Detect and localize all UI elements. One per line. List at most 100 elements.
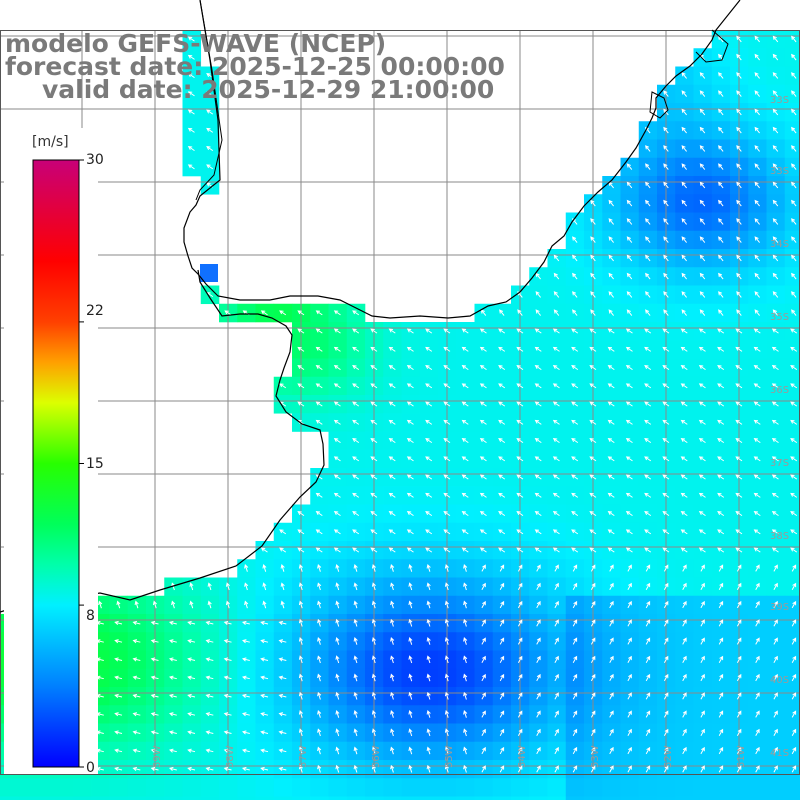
wind-arrow — [627, 600, 632, 609]
wind-arrow — [370, 401, 378, 407]
wind-arrow — [607, 492, 615, 498]
wind-arrow — [517, 710, 523, 718]
wind-arrow — [717, 547, 725, 553]
wind-speed-cell — [492, 778, 512, 797]
wind-arrow — [625, 474, 633, 480]
wind-arrow — [352, 492, 360, 498]
wind-arrow — [572, 655, 578, 663]
wind-arrow — [736, 728, 742, 736]
wind-arrow — [699, 145, 706, 152]
wind-arrow — [390, 673, 395, 682]
wind-arrow — [609, 582, 614, 590]
wind-arrow — [297, 328, 305, 334]
wind-arrow — [682, 673, 687, 682]
wind-arrow — [772, 291, 779, 298]
wind-arrow — [645, 181, 651, 189]
wind-arrow — [150, 748, 159, 753]
wind-arrow — [353, 746, 358, 755]
wind-arrow — [461, 401, 469, 407]
wind-arrow — [388, 437, 396, 444]
wind-arrow — [168, 657, 177, 662]
wind-arrow — [736, 600, 742, 609]
wind-arrow — [754, 236, 760, 243]
wind-arrow — [609, 673, 614, 682]
wind-arrow — [335, 636, 340, 645]
wind-speed-cell — [255, 778, 275, 797]
wind-speed-cell — [584, 778, 603, 797]
wind-arrow — [352, 510, 360, 517]
land-strip — [0, 0, 800, 30]
wind-arrow — [352, 310, 360, 316]
wind-arrow — [753, 346, 761, 352]
wind-arrow — [536, 765, 541, 773]
wind-arrow — [735, 492, 743, 498]
wind-arrow — [481, 746, 486, 755]
wind-speed-cell — [657, 778, 676, 797]
wind-arrow — [461, 419, 469, 425]
wind-arrow — [772, 90, 779, 97]
wind-speed-cell — [73, 778, 92, 797]
wind-arrow — [554, 728, 559, 736]
wind-arrow — [279, 547, 287, 553]
wind-arrow — [479, 401, 487, 407]
wind-arrow — [443, 328, 451, 334]
wind-arrow — [772, 218, 779, 225]
wind-arrow — [516, 456, 524, 462]
wind-arrow — [572, 728, 578, 736]
wind-arrow — [225, 600, 230, 609]
wind-arrow — [463, 673, 468, 682]
wind-arrow — [735, 456, 743, 462]
wind-arrow — [754, 218, 760, 225]
wind-arrow — [791, 564, 797, 572]
wind-arrow — [572, 746, 578, 755]
wind-arrow — [426, 655, 431, 664]
wind-speed-field — [0, 30, 800, 804]
wind-speed-cell — [784, 650, 800, 670]
wind-arrow — [534, 474, 542, 480]
wind-speed-cell — [200, 796, 220, 804]
wind-arrow — [662, 383, 670, 389]
wind-arrow — [753, 328, 761, 334]
wind-arrow — [681, 72, 687, 79]
wind-arrow — [718, 199, 724, 207]
wind-arrow — [388, 346, 396, 352]
wind-arrow — [187, 145, 195, 152]
wind-arrow — [444, 636, 449, 645]
wind-arrow — [278, 675, 287, 680]
wind-arrow — [187, 127, 195, 133]
wind-arrow — [644, 547, 652, 553]
wind-arrow — [571, 419, 579, 425]
wind-arrow — [481, 692, 486, 700]
wind-arrow — [717, 529, 725, 535]
wind-arrow — [278, 730, 287, 735]
wind-arrow — [479, 474, 487, 480]
wind-arrow — [663, 728, 669, 736]
wind-arrow — [352, 364, 360, 371]
wind-speed-cell — [255, 796, 275, 804]
wind-arrow — [572, 637, 578, 645]
wind-arrow — [590, 582, 596, 590]
wind-arrow — [754, 254, 760, 262]
wind-arrow — [736, 564, 742, 572]
wind-arrow — [736, 126, 742, 134]
wind-speed-cell — [54, 778, 74, 797]
wind-speed-cell — [511, 796, 530, 804]
wind-speed-cell — [346, 796, 366, 804]
wind-speed-cell — [784, 687, 800, 706]
wind-arrow — [552, 419, 560, 425]
wind-arrow — [260, 675, 269, 680]
wind-speed-cell — [675, 778, 694, 797]
wind-arrow — [590, 272, 596, 280]
wind-arrow — [645, 710, 651, 718]
wind-arrow — [590, 236, 596, 243]
wind-arrow — [755, 692, 760, 700]
wind-speed-cell — [383, 796, 402, 804]
wind-speed-cell — [748, 796, 767, 804]
wind-arrow — [443, 437, 451, 444]
wind-arrow — [479, 346, 487, 352]
wind-arrow — [260, 639, 269, 644]
wind-arrow — [370, 547, 378, 553]
wind-arrow — [499, 600, 505, 609]
wind-speed-cell — [383, 778, 402, 797]
